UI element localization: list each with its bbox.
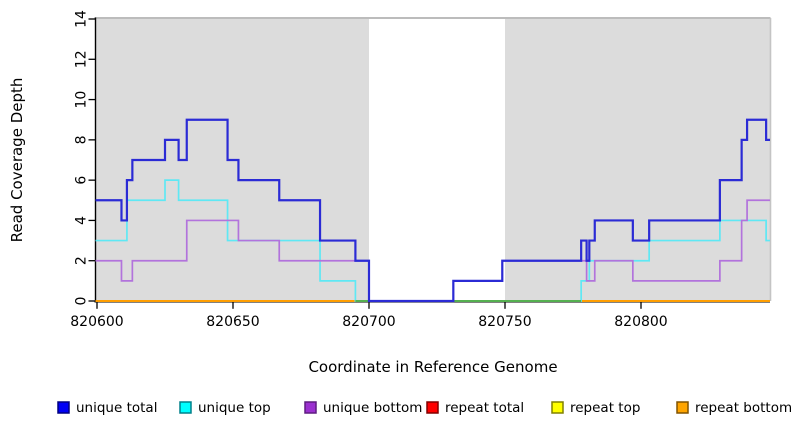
legend-label-repeat-bottom: repeat bottom <box>695 400 792 416</box>
legend-label-unique-total: unique total <box>76 400 157 416</box>
y-axis-title: Read Coverage Depth <box>8 78 26 243</box>
y-tick-label: 8 <box>73 135 89 144</box>
plot-frame-layer <box>94 17 772 301</box>
y-tick-label: 6 <box>73 176 89 185</box>
x-tick-label: 820650 <box>206 314 259 330</box>
legend-label-repeat-total: repeat total <box>445 400 524 416</box>
y-tick-label: 2 <box>73 256 89 265</box>
legend-label-unique-bottom: unique bottom <box>323 400 422 416</box>
y-tick-label: 4 <box>73 216 89 225</box>
series-unique-top-line <box>95 179 770 302</box>
axis-titles-layer: Coordinate in Reference Genome Read Cove… <box>8 78 558 376</box>
y-tick-label: 14 <box>73 10 89 28</box>
y-tick-label: 12 <box>73 50 89 68</box>
legend-swatch-repeat-total <box>426 401 439 414</box>
legend-swatch-unique-bottom <box>304 401 317 414</box>
x-tick-label: 820800 <box>614 314 667 330</box>
plot-bands-layer <box>95 19 770 301</box>
legend: unique total unique top unique bottom repea… <box>57 400 792 416</box>
x-tick-label: 820750 <box>478 314 531 330</box>
y-tick-label: 10 <box>73 91 89 109</box>
x-tick-label: 820700 <box>342 314 395 330</box>
series-unique-total-line <box>95 118 770 303</box>
legend-label-unique-top: unique top <box>198 400 271 416</box>
x-tick-label: 820600 <box>70 314 123 330</box>
x-axis-title: Coordinate in Reference Genome <box>308 358 557 376</box>
series-layer <box>95 118 770 303</box>
legend-label-repeat-top: repeat top <box>570 400 640 416</box>
legend-swatch-repeat-bottom <box>676 401 689 414</box>
legend-swatch-repeat-top <box>551 401 564 414</box>
legend-swatch-unique-total <box>57 401 70 414</box>
plot-band <box>505 19 770 301</box>
legend-swatch-unique-top <box>179 401 192 414</box>
y-tick-label: 0 <box>73 297 89 306</box>
